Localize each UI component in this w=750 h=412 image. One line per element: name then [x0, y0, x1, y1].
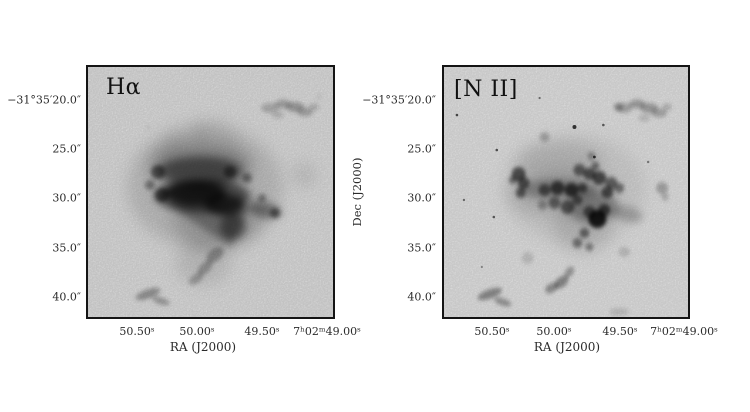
nii-y-tick-20: −31°35′20.0″: [362, 93, 436, 107]
nii-y-tick-40: 40.0″: [407, 290, 436, 304]
halpha-x-tick-5050: 50.50ˢ: [119, 325, 155, 338]
halpha-panel: Hα: [86, 65, 335, 319]
nii-ra-axis-label: RA (J2000): [533, 340, 601, 354]
halpha-y-tick-25: 25.0″: [52, 142, 81, 156]
nii-y-tick-30: 30.0″: [407, 191, 436, 205]
nii-x-tick-4900: 7ʰ02ᵐ49.00ˢ: [650, 325, 718, 338]
nii-knots-and-arcs: [477, 99, 673, 316]
halpha-knots-and-arcs: [135, 95, 321, 306]
nii-x-tick-5050: 50.50ˢ: [474, 325, 510, 338]
dec-axis-label: Dec (J2000): [350, 157, 364, 227]
halpha-y-tick-35: 35.0″: [52, 241, 81, 255]
nii-y-tick-35: 35.0″: [407, 241, 436, 255]
nii-star-dots: [455, 96, 650, 269]
halpha-x-tick-5000: 50.00ˢ: [179, 325, 215, 338]
halpha-panel-label: Hα: [106, 75, 142, 100]
halpha-ra-axis-label: RA (J2000): [169, 340, 237, 354]
halpha-image: [88, 67, 333, 317]
nii-panel-label: [N II]: [454, 77, 518, 102]
halpha-y-tick-20: −31°35′20.0″: [7, 93, 81, 107]
nii-image: [444, 67, 688, 317]
halpha-x-tick-4950: 49.50ˢ: [244, 325, 280, 338]
halpha-y-tick-40: 40.0″: [52, 290, 81, 304]
halpha-x-tick-4900: 7ʰ02ᵐ49.00ˢ: [293, 325, 361, 338]
nii-x-tick-4950: 49.50ˢ: [602, 325, 638, 338]
nii-x-tick-5000: 50.00ˢ: [536, 325, 572, 338]
halpha-y-tick-30: 30.0″: [52, 191, 81, 205]
halpha-nebula-core: [154, 157, 282, 247]
nii-y-tick-25: 25.0″: [407, 142, 436, 156]
nii-panel: [N II]: [442, 65, 690, 319]
